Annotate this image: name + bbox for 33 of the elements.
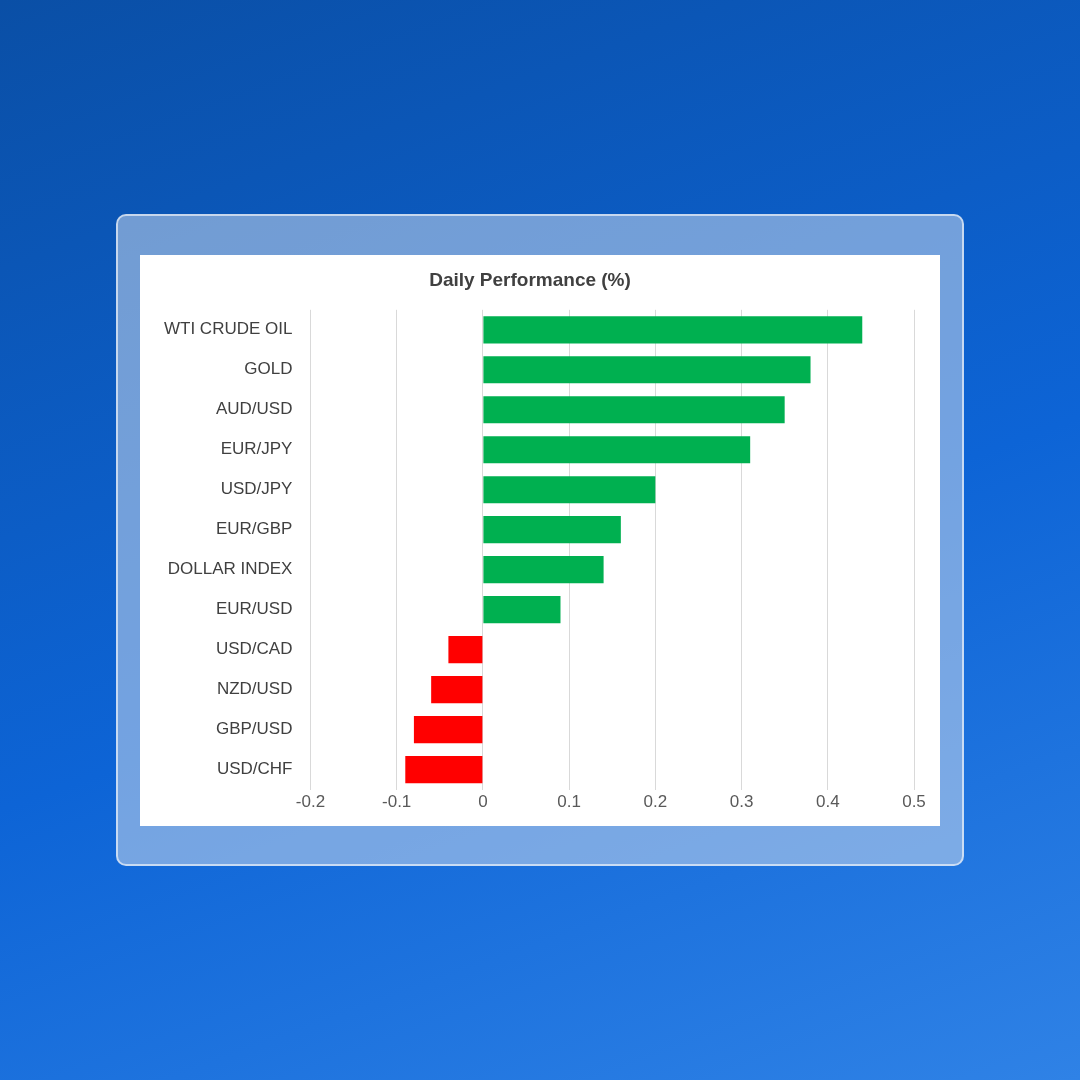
y-tick-label: GOLD [244, 359, 293, 379]
bar [483, 396, 785, 424]
y-tick-label: DOLLAR INDEX [167, 559, 293, 579]
bar [483, 436, 751, 464]
bar [483, 596, 561, 624]
x-tick-label: 0 [478, 792, 488, 812]
x-tick-label: 0.5 [902, 792, 926, 812]
y-tick-label: WTI CRUDE OIL [163, 319, 293, 339]
y-tick-label: EUR/GBP [215, 519, 293, 539]
y-tick-label: NZD/USD [216, 679, 293, 699]
x-tick-label: 0.2 [643, 792, 668, 812]
bar [413, 716, 483, 744]
y-tick-label: USD/CHF [216, 759, 293, 779]
x-tick-label: 0.4 [815, 792, 840, 812]
bar [448, 636, 483, 664]
bar [431, 676, 483, 704]
x-tick-label: -0.2 [295, 792, 326, 812]
bar [405, 756, 483, 784]
x-tick-label: -0.1 [382, 792, 412, 812]
bar [483, 516, 621, 544]
bar [483, 356, 811, 384]
x-tick-label: 0.1 [557, 792, 581, 812]
y-tick-label: GBP/USD [215, 719, 293, 739]
chart-title: Daily Performance (%) [429, 268, 631, 290]
bar [483, 316, 863, 344]
bar [483, 476, 656, 504]
y-tick-label: USD/JPY [220, 479, 293, 499]
y-tick-label: EUR/USD [215, 599, 293, 619]
y-tick-label: AUD/USD [215, 399, 293, 419]
y-tick-label: USD/CAD [215, 639, 293, 659]
y-tick-label: EUR/JPY [220, 439, 293, 459]
bar [483, 556, 604, 584]
x-tick-label: 0.3 [729, 792, 754, 812]
